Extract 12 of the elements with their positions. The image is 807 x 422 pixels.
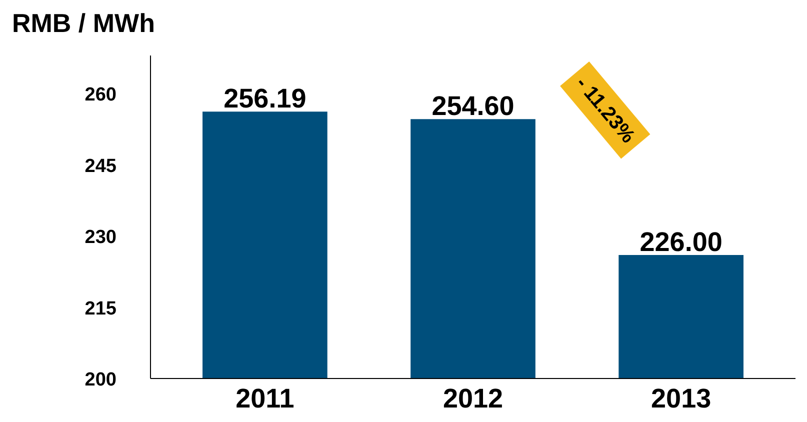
y-tick-label: 260 (84, 84, 116, 106)
chart-title: RMB / MWh (12, 7, 155, 40)
y-tick-label: 215 (84, 298, 117, 320)
data-label: 226.00 (640, 227, 722, 257)
data-label: 256.19 (224, 84, 306, 114)
x-tick-label: 2013 (651, 384, 712, 414)
y-tick-label: 245 (84, 156, 117, 177)
x-tick-label: 2012 (442, 384, 504, 414)
y-tick-label: 200 (84, 370, 116, 390)
y-tick-label: 230 (84, 227, 116, 248)
data-label: 254.60 (432, 91, 514, 122)
x-tick-label: 2011 (236, 384, 294, 414)
